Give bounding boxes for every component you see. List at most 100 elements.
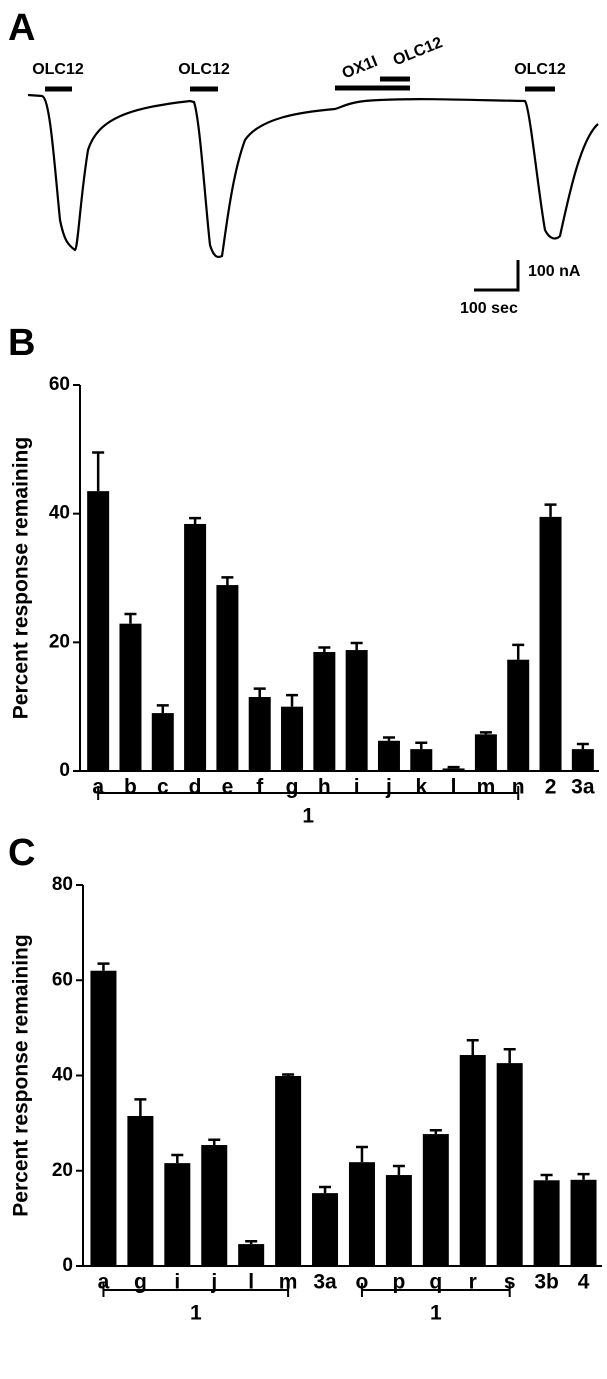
error-bar	[286, 693, 299, 707]
bar	[345, 650, 368, 771]
bar	[422, 1134, 449, 1266]
error-bar	[466, 1039, 479, 1056]
stimulus-label: OLC12	[32, 61, 84, 78]
y-tick-label: 0	[62, 1255, 73, 1276]
error-bar	[134, 1098, 147, 1116]
bar	[248, 697, 271, 771]
y-tick-label: 40	[49, 503, 70, 524]
x-tick-label: k	[415, 776, 427, 799]
stimulus-label: OLC12	[178, 61, 230, 78]
error-bar	[156, 704, 169, 714]
y-tick-label: 60	[52, 969, 73, 990]
error-bar	[245, 1239, 258, 1245]
x-tick-label: q	[429, 1271, 442, 1294]
bar	[281, 706, 304, 771]
bar	[127, 1115, 154, 1266]
error-bar	[318, 646, 331, 652]
bar	[184, 523, 207, 771]
bar	[385, 1175, 412, 1266]
x-tick-label: e	[222, 776, 234, 799]
bar	[570, 1179, 597, 1266]
y-tick-label: 40	[52, 1065, 73, 1086]
scale-label: 100 nA	[528, 263, 581, 280]
stimulus-label: OX1I	[340, 53, 380, 82]
x-tick-label: i	[354, 776, 360, 799]
x-tick-label: r	[469, 1271, 477, 1294]
error-bar	[576, 742, 589, 750]
x-tick-label: j	[210, 1271, 217, 1294]
x-tick-label: a	[98, 1271, 110, 1294]
x-tick-label: g	[286, 776, 299, 799]
y-axis-title: Percent response remaining	[10, 437, 33, 719]
error-bar	[540, 1173, 553, 1181]
error-bar	[577, 1172, 590, 1180]
bar	[201, 1145, 228, 1266]
y-tick-label: 60	[49, 374, 70, 395]
panel-label: A	[8, 7, 35, 49]
bar	[348, 1162, 375, 1266]
error-bar	[382, 736, 395, 741]
error-bar	[503, 1048, 516, 1064]
group-bracket	[97, 786, 520, 800]
x-tick-label: c	[157, 776, 169, 799]
y-tick-label: 80	[52, 874, 73, 895]
error-bar	[221, 576, 234, 586]
stimulus-label: OLC12	[514, 61, 566, 78]
x-tick-label: m	[477, 776, 496, 799]
scale-label: 100 sec	[460, 300, 518, 317]
bar	[216, 585, 239, 771]
error-bar	[208, 1138, 221, 1146]
x-tick-label: 3a	[313, 1271, 337, 1294]
error-bar	[479, 731, 492, 735]
x-tick-label: d	[189, 776, 202, 799]
x-tick-label: p	[392, 1271, 405, 1294]
group-label: 1	[190, 1302, 202, 1325]
group-bracket	[102, 1283, 290, 1297]
bar	[312, 1193, 339, 1266]
x-tick-label: l	[451, 776, 457, 799]
x-tick-label: 3a	[571, 776, 595, 799]
scale-bar	[474, 260, 520, 292]
error-bar	[512, 643, 525, 660]
error-bar	[282, 1073, 295, 1076]
group-label: 1	[302, 805, 314, 828]
panel-label: B	[8, 322, 35, 364]
error-bar	[544, 503, 557, 517]
error-bar	[350, 641, 363, 651]
group-bracket	[360, 1283, 511, 1297]
error-bar	[171, 1153, 184, 1164]
panel-label: C	[8, 832, 35, 874]
bar	[90, 970, 117, 1266]
bar	[533, 1180, 560, 1266]
x-tick-label: l	[248, 1271, 254, 1294]
current-trace	[27, 93, 599, 259]
y-tick-label: 20	[52, 1160, 73, 1181]
x-tick-label: j	[385, 776, 392, 799]
bar	[313, 651, 336, 771]
bar	[442, 768, 465, 771]
bar	[507, 659, 530, 771]
error-bar	[92, 451, 105, 492]
y-tick-label: 0	[59, 760, 70, 781]
error-bar	[319, 1185, 332, 1194]
bar	[164, 1163, 191, 1266]
bar	[496, 1063, 523, 1266]
error-bar	[253, 687, 266, 698]
error-bar	[429, 1129, 442, 1135]
error-bar	[124, 612, 137, 624]
bar	[539, 516, 562, 771]
error-bar	[355, 1145, 368, 1163]
bar	[151, 713, 174, 771]
error-bar	[447, 765, 460, 769]
bar	[275, 1075, 302, 1266]
stimulus-label: OLC12	[391, 34, 445, 69]
x-tick-label: i	[174, 1271, 180, 1294]
y-tick-label: 20	[49, 631, 70, 652]
bar	[410, 749, 433, 771]
bar	[238, 1244, 265, 1266]
bar	[459, 1055, 486, 1266]
bar	[571, 749, 594, 771]
x-tick-label: m	[279, 1271, 298, 1294]
group-label: 1	[430, 1302, 442, 1325]
